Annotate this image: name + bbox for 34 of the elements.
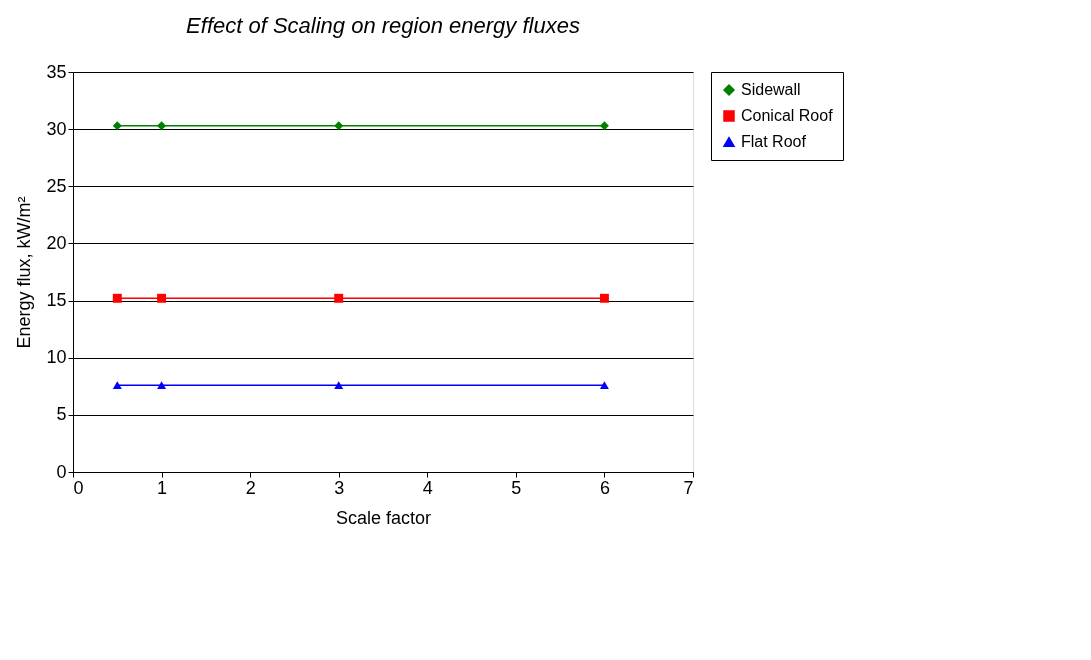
y-tick-label: 30 <box>46 118 67 139</box>
y-tick-label: 10 <box>46 347 67 368</box>
point <box>599 293 609 303</box>
chart-title: Effect of Scaling on region energy fluxes <box>186 13 580 38</box>
legend-label: Flat Roof <box>741 133 807 150</box>
y-tick-label: 20 <box>46 232 67 253</box>
x-tick-label: 6 <box>599 477 610 498</box>
y-tick-label: 5 <box>56 404 67 425</box>
point <box>334 293 344 303</box>
x-tick-label: 5 <box>511 477 522 498</box>
x-tick-label: 7 <box>683 477 694 498</box>
x-tick-label: 4 <box>422 477 433 498</box>
x-axis-title: Scale factor <box>335 507 432 528</box>
x-tick-label: 3 <box>334 477 345 498</box>
y-tick-label: 35 <box>46 61 67 82</box>
y-tick-label: 0 <box>56 461 67 482</box>
point <box>112 293 122 303</box>
y-axis-title: Energy flux, kW/m² <box>14 196 35 349</box>
legend-label: Conical Roof <box>741 107 834 124</box>
point <box>157 121 167 131</box>
point <box>334 121 344 131</box>
point <box>112 381 122 390</box>
y-tick-label: 15 <box>46 290 67 311</box>
legend-label: Sidewall <box>741 81 801 98</box>
point <box>599 121 609 131</box>
point <box>157 293 167 303</box>
point <box>334 381 344 390</box>
point <box>599 381 609 390</box>
point <box>112 121 122 131</box>
x-tick-label: 2 <box>245 477 256 498</box>
y-tick-label: 25 <box>46 175 67 196</box>
x-tick-label: 1 <box>157 477 168 498</box>
x-tick-label: 0 <box>73 477 84 498</box>
point <box>157 381 167 390</box>
